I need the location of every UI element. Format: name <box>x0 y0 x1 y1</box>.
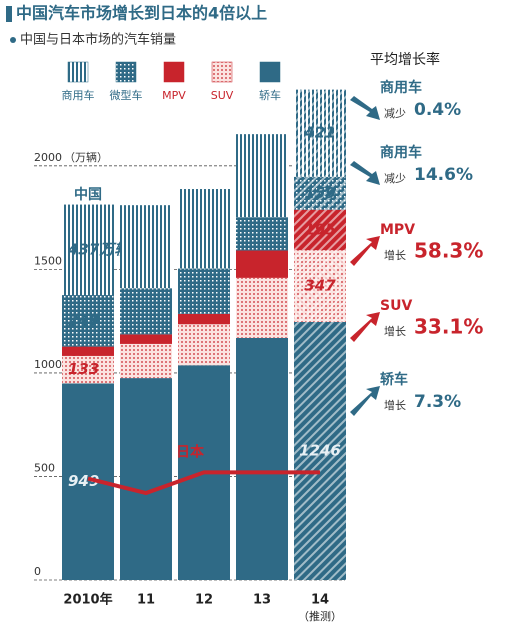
rate-value: 14.6% <box>414 165 473 185</box>
x-tick-label: 13 <box>253 593 271 608</box>
rate-change: 增长 <box>384 324 406 338</box>
legend-label: SUV <box>211 89 234 102</box>
japan-label: 日本 <box>176 443 205 460</box>
rate-value: 33.1% <box>414 315 483 339</box>
estimate-hatch <box>294 89 346 177</box>
bar-segment <box>178 268 230 314</box>
rate-value: 7.3% <box>414 392 461 412</box>
x-tick-label: 2010年 <box>63 592 112 608</box>
bar-segment <box>236 134 288 218</box>
rate-arrow <box>350 161 380 185</box>
y-tick-label: 1000 <box>34 358 62 371</box>
x-tick-label: 14 <box>311 593 329 608</box>
y-unit: （万辆） <box>64 150 108 164</box>
bullet <box>10 37 16 43</box>
x-tick-label: 12 <box>195 593 213 608</box>
y-tick-label: 1500 <box>34 254 62 267</box>
bar-segment <box>178 324 230 366</box>
rate-value: 58.3% <box>414 239 483 263</box>
rate-arrow <box>350 386 380 416</box>
legend-label: 商用车 <box>62 88 95 102</box>
bar-segment <box>62 355 114 384</box>
bar-segment <box>62 346 114 356</box>
rate-change: 增长 <box>384 398 406 412</box>
legend-label: 微型车 <box>110 88 143 102</box>
bar-segment <box>178 313 230 325</box>
y-tick-label: 2000 <box>34 151 62 164</box>
rates-title: 平均增长率 <box>370 51 440 68</box>
bar-segment <box>62 204 114 296</box>
japan-line <box>87 470 320 496</box>
y-tick-label: 0 <box>34 565 41 578</box>
subtitle: 中国与日本市场的汽车销量 <box>20 32 176 48</box>
china-label: 中国 <box>74 186 102 203</box>
value-label: 195 <box>304 220 335 238</box>
legend-swatch <box>67 61 89 83</box>
estimate-hatch <box>294 176 346 210</box>
estimate-hatch <box>294 209 346 251</box>
estimate-hatch <box>294 250 346 322</box>
rate-name: 商用车 <box>380 79 422 96</box>
value-label: 159 <box>304 184 335 202</box>
chart-title: 中国汽车市场增长到日本的4倍以上 <box>16 4 267 23</box>
legend-label: MPV <box>162 89 186 102</box>
value-label: 1246 <box>299 441 341 459</box>
title-bar <box>6 6 12 22</box>
legend-swatch <box>163 61 185 83</box>
rate-arrow <box>350 312 380 342</box>
rate-name: 商用车 <box>380 144 422 161</box>
legend-swatch <box>115 61 137 83</box>
rate-name: 轿车 <box>380 371 408 388</box>
bar-segment <box>62 295 114 347</box>
rate-name: MPV <box>380 222 415 238</box>
value-label: 421 <box>303 124 335 142</box>
value-label: 949 <box>68 472 99 490</box>
rate-change: 增长 <box>384 248 406 262</box>
bar-segment <box>120 334 172 344</box>
rate-arrow <box>350 236 380 266</box>
bar-segment <box>120 288 172 335</box>
bar-segment <box>236 277 288 338</box>
bar-segment <box>236 217 288 251</box>
rate-arrow <box>350 96 380 120</box>
value-label: 347 <box>304 277 336 295</box>
legend-swatch <box>211 61 233 83</box>
value-label: 437万辆 <box>67 240 132 258</box>
bar-segment <box>120 205 172 289</box>
bar-segment <box>120 378 172 580</box>
bar-segment <box>236 337 288 580</box>
bar-segment <box>178 189 230 269</box>
value-label: 249 <box>68 311 99 329</box>
legend-swatch <box>259 61 281 83</box>
rate-change: 减少 <box>384 172 406 185</box>
rate-value: 0.4% <box>414 100 461 120</box>
x-note: （推测） <box>298 609 342 623</box>
rate-name: SUV <box>380 298 412 314</box>
x-tick-label: 11 <box>137 593 155 608</box>
rate-change: 减少 <box>384 107 406 120</box>
bar-segment <box>236 250 288 278</box>
legend-label: 轿车 <box>259 88 281 102</box>
estimate-hatch <box>294 321 346 580</box>
y-tick-label: 500 <box>34 461 55 474</box>
bar-segment <box>120 343 172 379</box>
value-label: 133 <box>68 360 99 378</box>
